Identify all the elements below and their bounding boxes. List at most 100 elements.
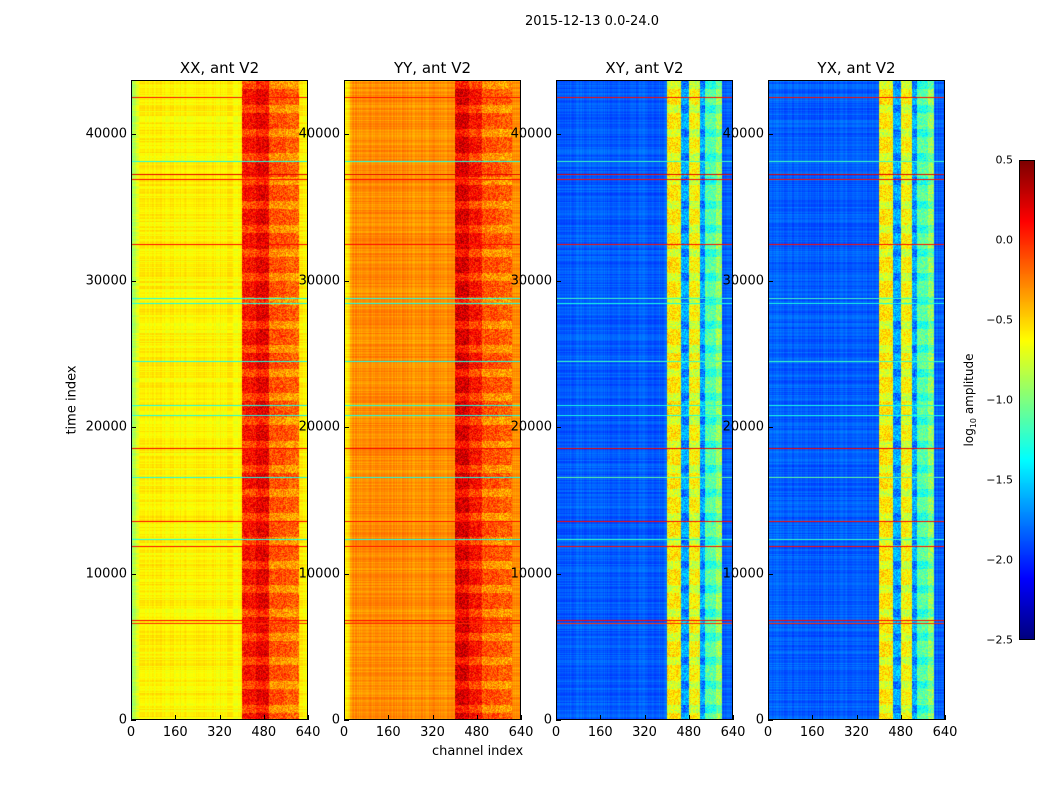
x-tick-label: 160: [587, 725, 613, 740]
y-tick-label: 20000: [85, 419, 127, 435]
x-tick: [733, 715, 734, 720]
x-tick-label: 640: [508, 725, 534, 740]
x-tick: [175, 715, 177, 720]
y-tick: [344, 134, 349, 136]
y-tick: [556, 573, 561, 575]
x-tick-label: 640: [720, 725, 746, 740]
x-tick: [308, 715, 309, 720]
x-tick-label: 320: [844, 725, 869, 740]
figure-suptitle: 2015-12-13 0.0-24.0: [525, 14, 659, 29]
y-tick: [344, 720, 349, 721]
y-tick: [131, 573, 136, 575]
x-tick-label: 0: [551, 725, 561, 740]
heatmap-panel-2: [344, 80, 521, 720]
colorbar-tick-label: −1.0: [986, 393, 1013, 407]
y-tick: [344, 427, 349, 429]
x-axis-label: channel index: [432, 744, 524, 759]
x-tick-label: 160: [375, 725, 401, 740]
y-tick-label: 30000: [510, 273, 552, 289]
y-tick: [768, 280, 773, 282]
x-tick: [432, 715, 434, 720]
x-tick: [768, 715, 769, 720]
y-tick-label: 40000: [722, 126, 764, 142]
x-tick-label: 480: [676, 725, 702, 740]
y-tick: [344, 573, 349, 575]
x-tick: [688, 715, 690, 720]
y-tick-label: 0: [331, 712, 340, 728]
x-tick: [521, 715, 522, 720]
y-tick-label: 40000: [85, 126, 127, 142]
colorbar: [1019, 160, 1035, 640]
heatmap-image: [132, 81, 307, 719]
x-tick: [945, 715, 946, 720]
y-tick-label: 10000: [722, 566, 764, 582]
panel-title: YY, ant V2: [393, 59, 471, 77]
y-tick: [344, 280, 349, 282]
panel-title: XX, ant V2: [179, 59, 260, 77]
y-tick: [556, 720, 561, 721]
colorbar-label-main: log: [961, 428, 976, 447]
x-tick-label: 0: [339, 725, 349, 740]
x-tick: [131, 715, 132, 720]
panel-title: YX, ant V2: [817, 59, 896, 77]
heatmap-image: [769, 81, 944, 719]
colorbar-tick-label: −2.5: [986, 633, 1013, 647]
x-tick: [388, 715, 390, 720]
y-tick: [556, 280, 561, 282]
heatmap-panel-1: [131, 80, 308, 720]
x-tick-label: 320: [207, 725, 232, 740]
y-tick: [131, 134, 136, 136]
y-tick: [768, 427, 773, 429]
x-tick-label: 320: [632, 725, 657, 740]
y-tick-label: 30000: [298, 273, 340, 289]
y-tick-label: 0: [543, 712, 552, 728]
colorbar-tick-label: −2.0: [986, 553, 1013, 567]
x-tick: [600, 715, 602, 720]
x-tick-label: 0: [763, 725, 773, 740]
colorbar-tick-label: 0.0: [995, 233, 1014, 247]
x-tick: [344, 715, 345, 720]
heatmap-panel-4: [768, 80, 945, 720]
x-tick: [812, 715, 814, 720]
heatmap-image: [557, 81, 732, 719]
colorbar-label-sub: 10: [969, 417, 979, 429]
x-tick-label: 0: [126, 725, 136, 740]
y-tick-label: 0: [755, 712, 764, 728]
x-tick-label: 480: [888, 725, 914, 740]
y-tick-label: 0: [118, 712, 127, 728]
x-tick-label: 480: [251, 725, 277, 740]
x-tick-label: 640: [932, 725, 958, 740]
y-tick-label: 20000: [722, 419, 764, 435]
y-tick-label: 20000: [510, 419, 552, 435]
x-tick: [219, 715, 221, 720]
y-tick: [768, 573, 773, 575]
y-tick-label: 30000: [85, 273, 127, 289]
x-tick: [476, 715, 478, 720]
y-tick-label: 10000: [298, 566, 340, 582]
x-tick: [556, 715, 557, 720]
y-tick-label: 20000: [298, 419, 340, 435]
y-tick-label: 10000: [85, 566, 127, 582]
y-tick-label: 40000: [510, 126, 552, 142]
y-tick-label: 10000: [510, 566, 552, 582]
colorbar-tick-label: −1.5: [986, 473, 1013, 487]
y-tick-label: 40000: [298, 126, 340, 142]
y-tick-label: 30000: [722, 273, 764, 289]
y-tick: [131, 280, 136, 282]
colorbar-label-rest: amplitude: [961, 353, 976, 418]
y-tick: [556, 427, 561, 429]
x-tick-label: 160: [162, 725, 188, 740]
y-tick: [556, 134, 561, 136]
x-tick-label: 480: [464, 725, 490, 740]
heatmap-panel-3: [556, 80, 733, 720]
panel-title: XY, ant V2: [605, 59, 684, 77]
y-tick: [131, 720, 136, 721]
colorbar-tick-label: 0.5: [995, 153, 1014, 167]
x-tick: [856, 715, 858, 720]
heatmap-image: [345, 81, 520, 719]
x-tick-label: 320: [420, 725, 445, 740]
y-tick: [768, 720, 773, 721]
colorbar-tick-label: −0.5: [986, 313, 1013, 327]
x-tick-label: 640: [295, 725, 321, 740]
